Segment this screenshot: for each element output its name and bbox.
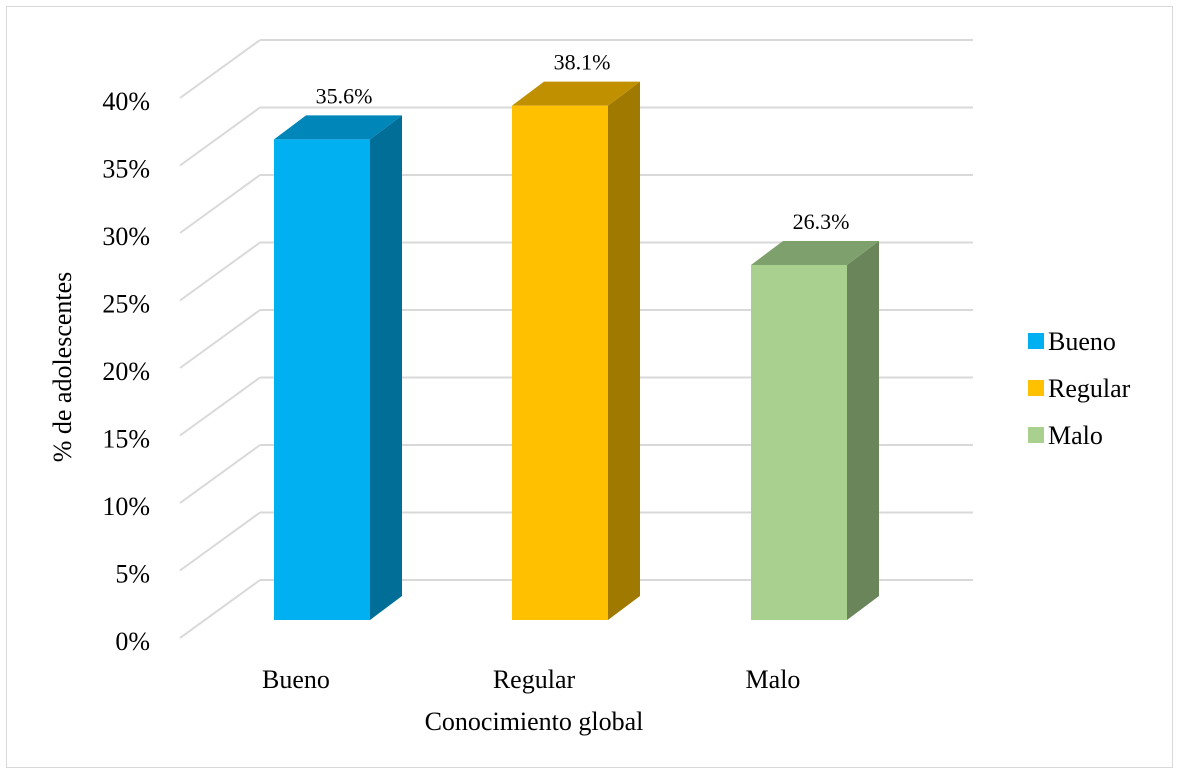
y-tick-label: 30% (102, 222, 150, 251)
legend: Bueno Regular Malo (1028, 327, 1131, 450)
bar-side (370, 115, 402, 621)
gridline-depth (179, 106, 261, 167)
legend-label: Bueno (1048, 327, 1116, 356)
bar-side (847, 240, 879, 620)
bar-top (274, 115, 402, 140)
y-tick-label: 15% (102, 425, 150, 454)
gridline-depth (179, 376, 261, 437)
y-tick-labels: 0% 5% 10% 15% 20% 25% 30% 35% 40% (102, 87, 150, 656)
data-labels: 35.6% 38.1% 26.3% (316, 50, 850, 234)
x-category-labels: Bueno Regular Malo (262, 665, 800, 694)
gridline-depth (179, 579, 261, 639)
x-category-label: Bueno (262, 665, 330, 694)
legend-swatch (1028, 333, 1044, 349)
y-tick-label: 10% (102, 492, 150, 521)
bar-front (512, 105, 608, 620)
x-category-label: Malo (746, 665, 801, 694)
bar-front (751, 264, 847, 620)
bar-regular (512, 81, 640, 620)
legend-label: Malo (1048, 421, 1103, 450)
bar-bueno (274, 115, 402, 621)
data-label: 38.1% (554, 50, 611, 75)
gridline-depth (179, 39, 261, 99)
legend-swatch (1028, 427, 1044, 443)
gridline-depth (179, 511, 261, 572)
gridline-depth (179, 174, 261, 234)
data-label: 35.6% (316, 83, 373, 108)
legend-label: Regular (1048, 374, 1131, 403)
legend-swatch (1028, 380, 1044, 396)
data-label: 26.3% (793, 209, 850, 234)
y-tick-label: 20% (102, 357, 150, 386)
y-axis-title: % de adolescentes (48, 272, 77, 463)
bars (274, 81, 879, 621)
y-tick-label: 5% (115, 560, 150, 589)
bar-front (274, 139, 370, 620)
gridline-depth (179, 444, 261, 504)
y-tick-label: 0% (115, 627, 150, 656)
bar-malo (751, 240, 879, 620)
bar-top (512, 81, 640, 106)
y-tick-label: 25% (102, 290, 150, 319)
gridline-depth (179, 309, 261, 369)
y-tick-label: 40% (102, 87, 150, 116)
x-category-label: Regular (493, 665, 576, 694)
gridline-depth (179, 241, 261, 302)
bar-side (608, 81, 640, 620)
x-axis-title: Conocimiento global (425, 707, 644, 736)
bar-top (751, 240, 879, 265)
y-tick-label: 35% (102, 155, 150, 184)
